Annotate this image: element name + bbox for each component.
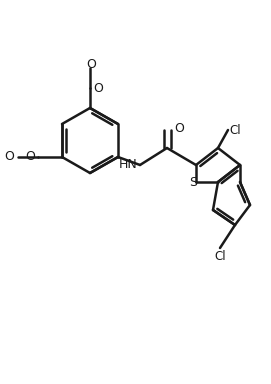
Text: HN: HN <box>118 159 137 172</box>
Text: O: O <box>25 151 35 164</box>
Text: Cl: Cl <box>229 124 241 136</box>
Text: O: O <box>174 121 184 134</box>
Text: S: S <box>189 175 197 189</box>
Text: Cl: Cl <box>214 250 226 263</box>
Text: O: O <box>4 151 14 164</box>
Text: O: O <box>93 81 103 94</box>
Text: O: O <box>86 58 96 71</box>
